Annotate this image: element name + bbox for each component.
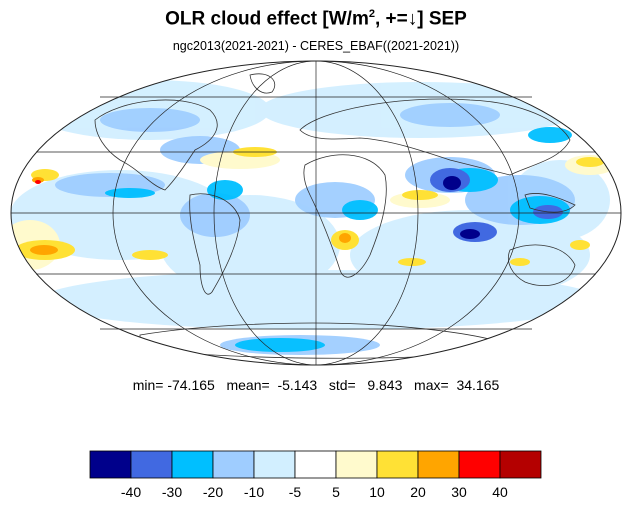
colorbar-label: 10 (369, 484, 385, 500)
anomaly-field (11, 73, 615, 359)
colorbar-labels: -40 -30 -20 -10 -5 5 10 20 30 40 (121, 484, 508, 500)
figure-title: OLR cloud effect [W/m2, +=↓] SEP (165, 8, 467, 30)
world-map (10, 60, 622, 366)
statistics-line: min= -74.165 mean= -5.143 std= 9.843 max… (132, 377, 500, 393)
colorbar-box (130, 450, 173, 479)
colorbar-boxes (89, 450, 542, 479)
colorbar-label: -40 (121, 484, 141, 500)
colorbar-box (294, 450, 337, 479)
colorbar-label: -10 (244, 484, 264, 500)
colorbar-box (335, 450, 378, 479)
colorbar-label: 5 (332, 484, 340, 500)
colorbar-box (253, 450, 296, 479)
colorbar-box (212, 450, 255, 479)
colorbar-label: -20 (203, 484, 223, 500)
colorbar-box (499, 450, 542, 479)
globe-outline (10, 60, 622, 366)
graticule (10, 60, 622, 366)
colorbar-box (376, 450, 419, 479)
colorbar-label: 30 (451, 484, 467, 500)
figure-subtitle: ngc2013(2021-2021) - CERES_EBAF((2021-20… (172, 39, 460, 53)
colorbar-label: -30 (162, 484, 182, 500)
colorbar-box (89, 450, 132, 479)
colorbar-box (417, 450, 460, 479)
colorbar-box (171, 450, 214, 479)
colorbar-label: 40 (492, 484, 508, 500)
colorbar-label: -5 (289, 484, 302, 500)
colorbar-box (458, 450, 501, 479)
colorbar-label: 20 (410, 484, 426, 500)
